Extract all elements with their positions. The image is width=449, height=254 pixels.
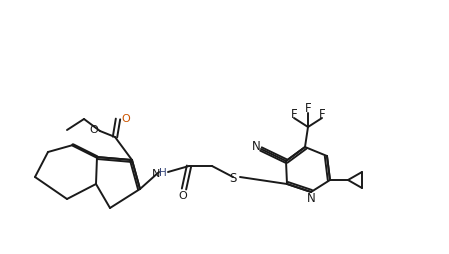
Text: F: F [291, 107, 297, 120]
Text: H: H [159, 167, 167, 177]
Text: N: N [307, 192, 315, 205]
Text: N: N [152, 168, 160, 178]
Text: O: O [122, 114, 130, 123]
Text: O: O [179, 190, 187, 200]
Text: S: S [229, 171, 237, 184]
Text: F: F [319, 107, 326, 120]
Text: O: O [90, 124, 98, 134]
Text: N: N [251, 139, 260, 152]
Text: F: F [305, 102, 311, 115]
